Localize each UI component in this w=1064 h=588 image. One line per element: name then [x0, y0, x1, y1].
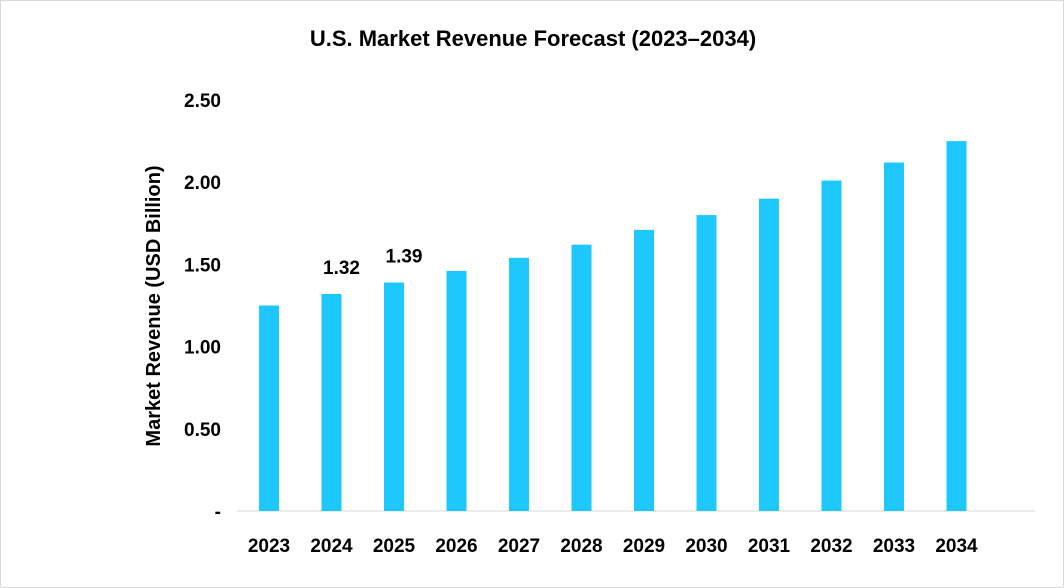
bar-2026 [446, 270, 467, 511]
x-tick-label: 2034 [935, 536, 978, 557]
chart-title: U.S. Market Revenue Forecast (2023–2034) [310, 26, 756, 51]
bar-2032 [821, 180, 842, 511]
x-tick-label: 2028 [560, 536, 602, 557]
y-tick-label: 0.50 [184, 420, 221, 441]
bar-2033 [884, 162, 904, 512]
x-tick-label: 2026 [435, 536, 477, 557]
x-tick-label: 2023 [248, 536, 290, 557]
x-tick-label: 2031 [748, 536, 791, 557]
x-tick-label: 2027 [498, 536, 540, 557]
x-tick-label: 2025 [373, 536, 416, 557]
x-axis-ticks: 2023 2024 2025 2026 2027 2028 2029 2030 2031 2032… [248, 536, 978, 557]
bar-2023 [259, 305, 279, 511]
y-axis-ticks: - 0.50 1.00 1.50 2.00 2.50 [184, 91, 221, 523]
x-tick-label: 2033 [873, 536, 915, 557]
bar-2031 [759, 198, 779, 511]
y-axis-label: Market Revenue (USD Billion) [143, 165, 165, 446]
x-tick-label: 2029 [623, 536, 665, 557]
bar-series [259, 141, 967, 512]
y-tick-label: 1.00 [184, 338, 221, 359]
data-labels: 1.32 1.39 [323, 246, 422, 279]
bar-2030 [696, 215, 717, 511]
data-label: 1.39 [386, 246, 423, 267]
x-tick-label: 2024 [310, 536, 353, 557]
bar-2024 [321, 293, 342, 511]
bar-2027 [509, 257, 529, 511]
y-tick-label: 2.00 [184, 173, 221, 194]
bar-2034 [946, 141, 967, 511]
data-label: 1.32 [323, 258, 360, 279]
bar-2025 [384, 282, 404, 511]
y-tick-label: 1.50 [184, 255, 221, 276]
x-tick-label: 2032 [810, 536, 852, 557]
x-tick-label: 2030 [685, 536, 727, 557]
y-tick-label: - [215, 502, 221, 523]
bar-2028 [571, 244, 592, 511]
bar-2029 [634, 229, 654, 511]
y-tick-label: 2.50 [184, 91, 221, 112]
